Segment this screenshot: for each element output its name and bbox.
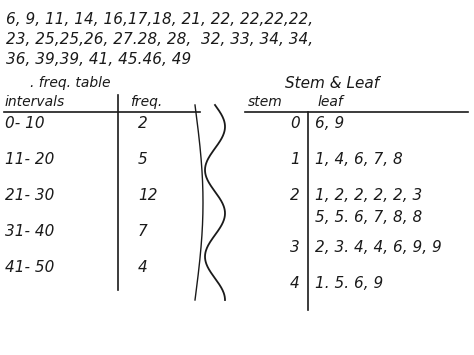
Text: 0: 0: [290, 116, 300, 131]
Text: stem: stem: [248, 95, 283, 109]
Text: 2: 2: [138, 116, 148, 131]
Text: 31- 40: 31- 40: [5, 224, 55, 239]
Text: 6, 9, 11, 14, 16,17,18, 21, 22, 22,22,22,: 6, 9, 11, 14, 16,17,18, 21, 22, 22,22,22…: [6, 12, 313, 27]
Text: 2: 2: [290, 188, 300, 203]
Text: 1: 1: [290, 152, 300, 167]
Text: 4: 4: [138, 260, 148, 275]
Text: 0- 10: 0- 10: [5, 116, 45, 131]
Text: Stem & Leaf: Stem & Leaf: [285, 76, 379, 91]
Text: 11- 20: 11- 20: [5, 152, 55, 167]
Text: leaf: leaf: [318, 95, 344, 109]
Text: 36, 39,39, 41, 45.46, 49: 36, 39,39, 41, 45.46, 49: [6, 52, 191, 67]
Text: 41- 50: 41- 50: [5, 260, 55, 275]
Text: 1. 5. 6, 9: 1. 5. 6, 9: [315, 276, 383, 291]
Text: 3: 3: [290, 240, 300, 255]
Text: 23, 25,25,26, 27.28, 28,  32, 33, 34, 34,: 23, 25,25,26, 27.28, 28, 32, 33, 34, 34,: [6, 32, 313, 47]
Text: 1, 2, 2, 2, 2, 3: 1, 2, 2, 2, 2, 3: [315, 188, 422, 203]
Text: 21- 30: 21- 30: [5, 188, 55, 203]
Text: 2, 3. 4, 4, 6, 9, 9: 2, 3. 4, 4, 6, 9, 9: [315, 240, 442, 255]
Text: 1, 4, 6, 7, 8: 1, 4, 6, 7, 8: [315, 152, 403, 167]
Text: intervals: intervals: [5, 95, 65, 109]
Text: 12: 12: [138, 188, 157, 203]
Text: 6, 9: 6, 9: [315, 116, 344, 131]
Text: 4: 4: [290, 276, 300, 291]
Text: 7: 7: [138, 224, 148, 239]
Text: 5: 5: [138, 152, 148, 167]
Text: freq.: freq.: [130, 95, 162, 109]
Text: . freq. table: . freq. table: [30, 76, 110, 90]
Text: 5, 5. 6, 7, 8, 8: 5, 5. 6, 7, 8, 8: [315, 210, 422, 225]
